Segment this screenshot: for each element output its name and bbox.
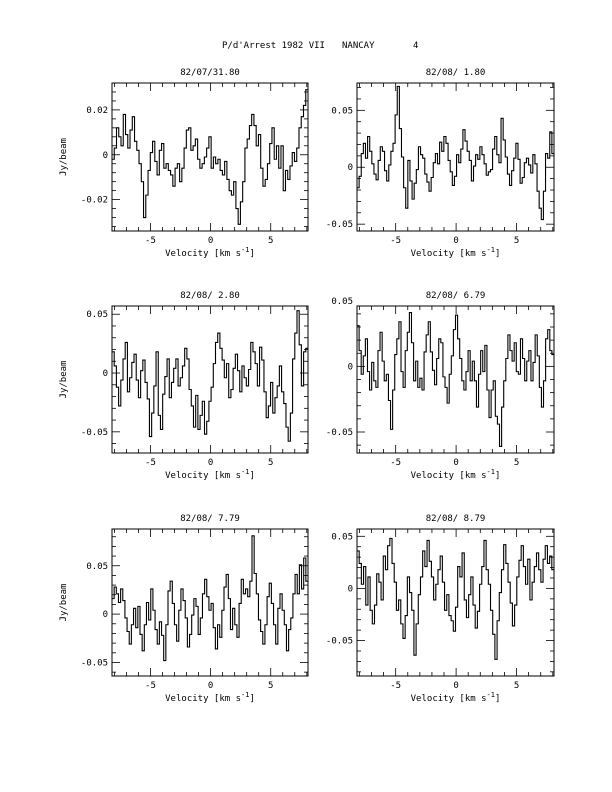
x-axis-label: Velocity [km s-1]	[165, 691, 255, 704]
panel-5: 82/08/ 7.79 -5 0 5 -0.05 0 0.05 Velocity [km s-…	[59, 514, 309, 704]
x-axis-label: Velocity [km s-1]	[165, 246, 255, 259]
x-ticks	[114, 529, 308, 676]
panel-4: 82/08/ 6.79 -5 0 5 -0.05 0 0.05 Velocity [km s-…	[326, 291, 555, 481]
x-tick-label: -5	[145, 681, 156, 691]
y-tick-label: 0	[348, 362, 353, 372]
panel-6: 82/08/ 8.79 -5 0 5 -0.05 0 0.05 Velocity [km s-…	[326, 514, 555, 704]
panel-title: 82/08/ 2.80	[180, 291, 240, 301]
plot-frame	[111, 305, 309, 454]
y-tick-label: 0	[348, 584, 353, 594]
y-ticks	[357, 87, 554, 225]
panel-title: 82/07/31.80	[180, 68, 240, 78]
panel-title: 82/08/ 6.79	[426, 291, 486, 301]
y-tick-label: 0.05	[331, 297, 353, 307]
y-tick-label: 0	[103, 610, 108, 620]
y-tick-label: 0.05	[331, 532, 353, 542]
panel-2: 82/08/ 1.80 -5 0 5 -0.05 0 0.05 Velocity [km s-…	[326, 68, 555, 259]
y-tick-label: 0	[103, 369, 108, 379]
x-axis-label: Velocity [km s-1]	[411, 246, 501, 259]
x-tick-label: -5	[145, 236, 156, 246]
x-tick-label: -5	[390, 458, 401, 468]
y-tick-label: -0.05	[81, 658, 108, 668]
x-tick-label: -5	[390, 681, 401, 691]
plot-frame	[111, 82, 309, 232]
y-tick-label: 0	[103, 151, 108, 161]
observatory-label: NANCAY	[342, 41, 375, 51]
y-axis-label: Jy/beam	[59, 138, 69, 176]
plot-frame	[356, 528, 555, 677]
x-ticks	[114, 83, 308, 231]
x-ticks	[359, 306, 554, 453]
y-tick-label: 0	[348, 163, 353, 173]
y-tick-label: 0.05	[331, 106, 353, 116]
plot-frame	[111, 528, 309, 677]
y-tick-label: -0.05	[326, 220, 353, 230]
x-tick-label: 0	[208, 458, 213, 468]
y-ticks	[112, 82, 308, 227]
x-tick-label: 5	[268, 236, 273, 246]
x-tick-label: 5	[514, 458, 519, 468]
x-ticks	[114, 306, 308, 453]
panel-title: 82/08/ 1.80	[426, 68, 486, 78]
x-tick-label: 5	[268, 458, 273, 468]
x-tick-label: 0	[453, 236, 458, 246]
spectrum-line	[112, 535, 308, 662]
spectrum-line	[357, 537, 554, 660]
figure-header: P/d'Arrest 1982 VII NANCAY 4	[222, 41, 418, 51]
y-ticks	[112, 536, 308, 673]
y-ticks	[357, 313, 554, 446]
x-tick-label: -5	[145, 458, 156, 468]
x-tick-label: 5	[268, 681, 273, 691]
panel-1: 82/07/31.80 -5 0 5 -0.02 0 0.02 Velocity [km s-…	[59, 68, 309, 259]
x-tick-label: 0	[453, 458, 458, 468]
x-tick-label: 0	[453, 681, 458, 691]
y-ticks	[112, 313, 308, 444]
y-axis-label: Jy/beam	[59, 361, 69, 399]
x-tick-label: 5	[514, 236, 519, 246]
y-tick-label: -0.05	[326, 428, 353, 438]
y-tick-label: 0.02	[86, 106, 108, 116]
x-tick-label: 5	[514, 681, 519, 691]
y-tick-label: 0.05	[86, 562, 108, 572]
x-tick-label: -5	[390, 236, 401, 246]
x-tick-label: 0	[208, 681, 213, 691]
spectrum-line	[357, 312, 554, 447]
spectrum-line	[112, 310, 308, 442]
y-tick-label: 0.05	[86, 310, 108, 320]
y-ticks	[357, 535, 554, 673]
y-tick-label: -0.02	[81, 196, 108, 206]
x-tick-label: 0	[208, 236, 213, 246]
x-ticks	[359, 83, 554, 231]
spectrum-line	[357, 85, 554, 221]
panel-title: 82/08/ 7.79	[180, 514, 240, 524]
spectrum-line	[112, 89, 308, 225]
y-axis-label: Jy/beam	[59, 584, 69, 622]
x-axis-label: Velocity [km s-1]	[165, 468, 255, 481]
panel-title: 82/08/ 8.79	[426, 514, 486, 524]
x-axis-label: Velocity [km s-1]	[411, 468, 501, 481]
y-tick-label: -0.05	[326, 637, 353, 647]
x-axis-label: Velocity [km s-1]	[411, 691, 501, 704]
x-ticks	[359, 529, 554, 676]
page-number: 4	[413, 41, 418, 51]
panel-3: 82/08/ 2.80 -5 0 5 -0.05 0 0.05 Velocity [km s-…	[59, 291, 309, 481]
figure-title: P/d'Arrest 1982 VII	[222, 41, 325, 51]
plot-frame	[356, 82, 555, 232]
y-tick-label: -0.05	[81, 428, 108, 438]
